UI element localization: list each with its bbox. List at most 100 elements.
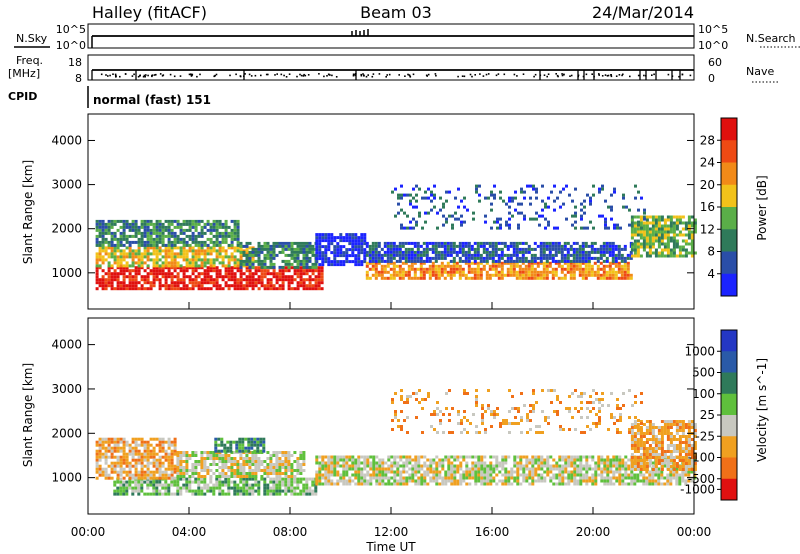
heatmap-cell [248,269,252,273]
heatmap-cell [125,219,129,223]
heatmap-cell [402,479,406,483]
heatmap-cell [251,272,255,276]
heatmap-cell [594,461,598,465]
heatmap-cell [477,467,481,471]
heatmap-cell [491,250,495,254]
heatmap-cell [609,482,613,486]
heatmap-cell [497,264,501,268]
heatmap-cell [321,476,325,480]
heatmap-cell [116,449,120,453]
heatmap-cell [404,250,408,254]
heatmap-cell [229,440,233,444]
heatmap-cell [218,460,222,463]
heatmap-cell [473,270,477,274]
heatmap-cell [465,461,469,465]
heatmap-cell [302,272,306,276]
heatmap-cell [173,443,177,447]
heatmap-cell [218,472,222,475]
heatmap-cell [467,253,471,257]
heatmap-cell [152,243,156,247]
heatmap-cell [251,275,255,279]
heatmap-cell [221,457,225,460]
heatmap-cell [158,269,162,273]
nave-point [352,73,355,76]
heatmap-cell [336,458,340,462]
heatmap-cell [360,479,364,483]
heatmap-cell [504,479,508,483]
heatmap-cell [188,278,192,282]
heatmap-cell [241,446,245,450]
heatmap-cell [660,482,664,486]
heatmap-cell [254,463,258,466]
heatmap-cell [278,250,282,254]
heatmap-cell [161,446,165,450]
heatmap-cell [669,239,673,243]
heatmap-cell [128,446,132,450]
heatmap-cell [626,256,630,260]
heatmap-cell [290,475,294,478]
heatmap-cell [468,476,472,480]
heatmap-cell [657,224,661,228]
heatmap-cell [480,476,484,480]
heatmap-cell [235,443,239,447]
nave-point [115,76,117,78]
heatmap-cell [477,473,481,477]
heatmap-cell [95,467,99,471]
heatmap-cell [122,272,126,276]
heatmap-cell [645,242,649,246]
heatmap-cell [308,256,312,260]
heatmap-cell [140,261,144,265]
heatmap-cell [128,264,132,268]
heatmap-cell [305,492,309,496]
heatmap-cell [374,250,378,254]
heatmap-cell [471,473,475,477]
heatmap-cell [122,452,126,456]
heatmap-cell [608,253,612,257]
heatmap-cell [197,240,201,244]
heatmap-cell [176,261,180,265]
heatmap-cell [98,258,102,262]
heatmap-cell [188,480,192,484]
heatmap-cell [230,240,234,244]
heatmap-cell [296,486,300,490]
heatmap-cell [241,437,245,441]
heatmap-cell [278,489,282,493]
heatmap-cell [477,461,481,465]
heatmap-cell [137,252,141,256]
heatmap-cell [161,437,165,441]
heatmap-cell [215,258,219,262]
heatmap-cell [450,464,454,468]
heatmap-cell [140,225,144,229]
nave-point [471,75,473,78]
heatmap-cell [605,273,609,277]
heatmap-cell [182,231,186,235]
heatmap-cell [251,483,255,487]
heatmap-cell [152,464,156,468]
heatmap-cell [122,281,126,285]
heatmap-cell [342,470,346,474]
heatmap-cell [437,244,441,248]
heatmap-cell [551,273,555,277]
heatmap-cell [227,480,231,484]
heatmap-cell [399,470,403,474]
heatmap-cell [224,472,228,475]
heatmap-cell [416,241,420,245]
heatmap-cell [535,217,538,221]
heatmap-cell [491,256,495,260]
heatmap-cell [548,250,552,254]
heatmap-cell [491,273,495,277]
heatmap-cell [194,492,198,496]
heatmap-cell [539,261,543,265]
heatmap-cell [498,464,502,468]
heatmap-cell [104,281,108,285]
heatmap-cell [395,264,399,268]
nave-point [622,73,624,76]
heatmap-cell [411,470,415,474]
nave-point [577,75,579,78]
heatmap-cell [478,184,481,188]
heatmap-cell [548,247,552,251]
heatmap-cell [188,275,192,279]
heatmap-cell [293,486,297,490]
heatmap-cell [529,196,532,200]
heatmap-cell [401,276,405,280]
